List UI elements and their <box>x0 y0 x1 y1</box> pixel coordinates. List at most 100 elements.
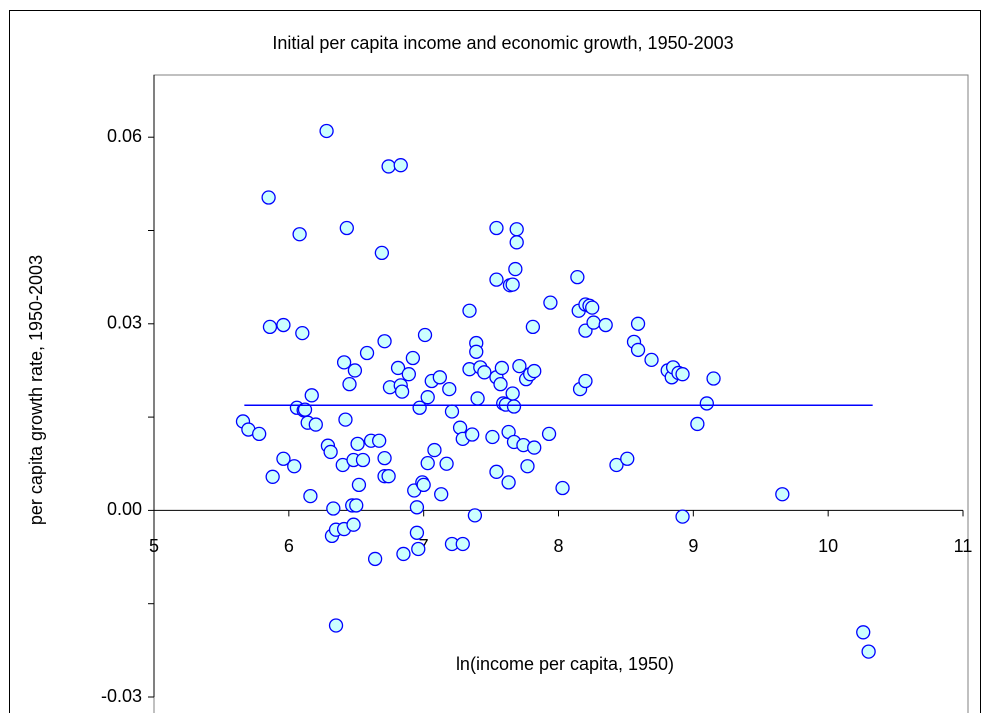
point <box>420 455 435 471</box>
point <box>265 469 280 484</box>
point <box>377 334 392 349</box>
point <box>570 269 585 285</box>
x-tick-label: 8 <box>553 536 563 556</box>
point <box>377 451 392 466</box>
point <box>586 315 601 330</box>
point <box>401 367 416 382</box>
point <box>409 500 425 515</box>
point <box>323 444 338 460</box>
point <box>444 404 460 419</box>
point <box>295 325 310 341</box>
point <box>512 358 527 374</box>
point <box>578 373 593 389</box>
point <box>505 386 520 401</box>
point <box>509 222 524 237</box>
point <box>856 625 871 640</box>
point <box>381 159 396 174</box>
y-axis-label: per capita growth rate, 1950-2003 <box>26 255 46 525</box>
point <box>527 440 542 455</box>
point <box>338 412 353 427</box>
point <box>351 477 367 493</box>
point <box>434 487 449 502</box>
point <box>675 367 690 382</box>
point <box>349 498 364 513</box>
point <box>775 487 790 502</box>
point <box>394 384 410 399</box>
point <box>292 227 307 242</box>
point <box>462 303 477 318</box>
y-tick-label: -0.03 <box>101 686 142 706</box>
point <box>489 464 504 479</box>
point <box>509 235 524 250</box>
x-tick-label: 10 <box>818 536 838 556</box>
point <box>262 319 278 335</box>
x-tick-label: 9 <box>688 536 698 556</box>
point <box>489 272 504 287</box>
point <box>374 245 390 261</box>
point <box>420 390 435 405</box>
point <box>381 469 396 484</box>
point <box>525 319 541 335</box>
point <box>699 396 714 411</box>
point <box>427 442 442 458</box>
point <box>412 400 427 415</box>
point <box>505 277 520 292</box>
point <box>470 391 485 406</box>
chart-frame <box>9 10 981 713</box>
point <box>416 477 431 493</box>
point <box>287 459 302 474</box>
y-tick-label: 0.03 <box>107 313 142 333</box>
point <box>276 317 291 333</box>
point <box>442 381 457 397</box>
point <box>432 370 447 385</box>
point <box>465 427 480 442</box>
y-tick-label: 0.06 <box>107 126 142 146</box>
point <box>367 551 383 567</box>
point <box>342 376 357 392</box>
point <box>541 426 557 442</box>
point <box>276 451 291 466</box>
point <box>359 345 375 361</box>
point <box>485 429 500 445</box>
point <box>467 508 483 523</box>
point <box>501 475 516 490</box>
point <box>396 546 411 562</box>
point <box>303 488 318 504</box>
chart-title: Initial per capita income and economic g… <box>272 33 733 53</box>
point <box>417 327 433 343</box>
point <box>598 317 613 333</box>
x-tick-label: 6 <box>284 536 294 556</box>
point <box>690 416 705 432</box>
point <box>328 618 344 633</box>
point <box>455 536 470 552</box>
point <box>543 295 558 310</box>
point <box>477 365 492 380</box>
point <box>355 452 371 468</box>
point <box>409 525 425 540</box>
point <box>390 360 406 376</box>
point <box>372 433 387 448</box>
point <box>261 190 276 205</box>
point <box>527 363 542 379</box>
point <box>493 376 508 392</box>
point <box>346 517 361 532</box>
x-axis-label: ln(income per capita, 1950) <box>456 654 674 674</box>
point <box>308 417 323 432</box>
point <box>252 426 267 442</box>
point <box>489 220 504 236</box>
point <box>861 644 876 659</box>
point <box>706 371 721 386</box>
point <box>609 457 624 473</box>
point <box>555 480 570 496</box>
point <box>336 355 352 370</box>
point <box>620 451 635 466</box>
x-tick-label: 5 <box>149 536 159 556</box>
point <box>675 509 690 524</box>
point <box>319 123 334 139</box>
point <box>520 459 535 474</box>
point <box>405 350 421 366</box>
point <box>494 360 510 376</box>
point <box>439 456 454 471</box>
point <box>506 399 522 414</box>
